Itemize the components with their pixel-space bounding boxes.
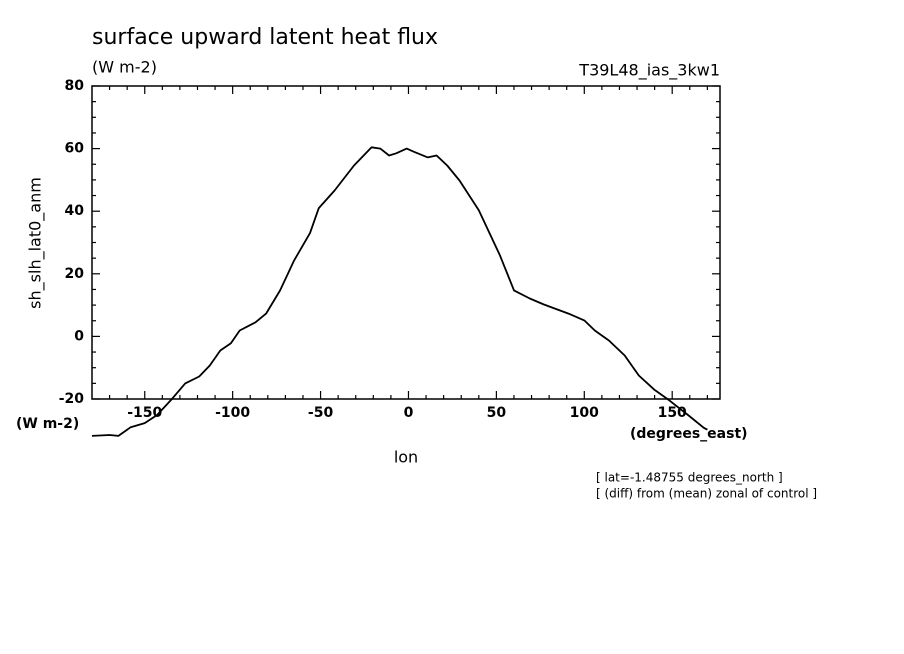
run-label: T39L48_ias_3kw1 <box>578 61 720 81</box>
x-tick-label: 0 <box>404 405 414 421</box>
plot-frame <box>91 85 721 400</box>
y-tick-label: 40 <box>65 203 85 219</box>
x-tick-label: 50 <box>487 405 507 421</box>
chart-title: surface upward latent heat flux <box>92 25 438 50</box>
y-unit: (W m-2) <box>16 416 79 432</box>
y-tick-label: -20 <box>59 391 85 407</box>
y-tick-label: 20 <box>65 266 85 282</box>
y-axis-label: sh_slh_lat0_anm <box>26 177 46 309</box>
data-line <box>91 146 708 437</box>
y-tick-label: 80 <box>65 78 85 94</box>
x-tick-label: -100 <box>215 405 250 421</box>
note: [ lat=-1.48755 degrees_north ] <box>596 471 783 485</box>
y-tick-label: 0 <box>74 328 84 344</box>
x-axis-label: lon <box>394 448 418 467</box>
y-tick-label: 60 <box>65 141 85 157</box>
note: [ (diff) from (mean) zonal of control ] <box>596 487 817 501</box>
x-tick-label: -150 <box>127 405 162 421</box>
x-tick-label: -50 <box>308 405 334 421</box>
subtitle: (W m-2) <box>92 58 157 77</box>
x-unit: (degrees_east) <box>630 426 748 442</box>
x-tick-label: 100 <box>570 405 599 421</box>
x-tick-label: 150 <box>658 405 687 421</box>
